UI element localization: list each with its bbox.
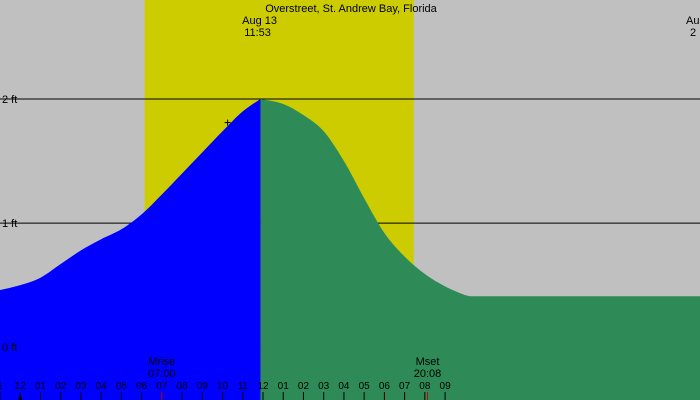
chart-title: Overstreet, St. Andrew Bay, Florida [265,3,437,15]
x-tick-label: 10 [217,381,229,392]
x-tick-label: 09 [440,381,452,392]
x-tick-label: 12 [257,381,269,392]
x-tick-label: 09 [197,381,209,392]
midnight-marker [18,393,23,400]
x-tick-label: 08 [419,381,431,392]
chart-header: Overstreet, St. Andrew Bay, Florida Aug … [242,3,699,39]
next-day-time-label: 2 [690,27,696,39]
x-tick-label: 11 [238,381,249,392]
moonrise-label: Mrise [148,356,175,368]
hour-axis: 1 12 01 02 03 04 05 06 07 08 09 10 11 12 01 02 03 04 05 06 0… [0,381,451,400]
y-tick-label: 2 ft [2,94,17,106]
x-tick-label: 06 [379,381,391,392]
x-tick-label: 03 [75,381,87,392]
moonset-label: Mset [416,356,440,368]
x-tick-label: 02 [298,381,310,392]
x-tick-label: 1 [0,381,3,392]
x-tick-label: 01 [35,381,47,392]
x-tick-label: 03 [318,381,330,392]
moonrise-time: 07:00 [148,368,176,380]
x-tick-label: 07 [399,381,411,392]
x-tick-label: 07 [156,381,168,392]
peak-time-label: 11:53 [244,27,271,39]
moonset-time: 20:08 [414,368,442,380]
y-tick-label: 1 ft [2,218,17,230]
rising-tide-area [0,99,261,400]
x-tick-label: 04 [96,381,108,392]
high-tide-marker [224,119,231,126]
x-tick-label: 01 [278,381,290,392]
x-tick-label: 05 [359,381,371,392]
x-tick-label: 02 [55,381,67,392]
x-tick-label: 06 [136,381,148,392]
falling-tide-area [260,99,700,400]
y-tick-label: 0 ft [2,342,17,354]
next-day-date-label: Au [686,15,699,27]
peak-date-label: Aug 13 [242,15,277,27]
x-tick-label: 08 [177,381,189,392]
x-tick-label: 12 [15,381,27,392]
x-tick-label: 04 [338,381,350,392]
x-tick-label: 05 [116,381,128,392]
height-axis-labels: 2 ft 1 ft 0 ft [2,94,17,354]
